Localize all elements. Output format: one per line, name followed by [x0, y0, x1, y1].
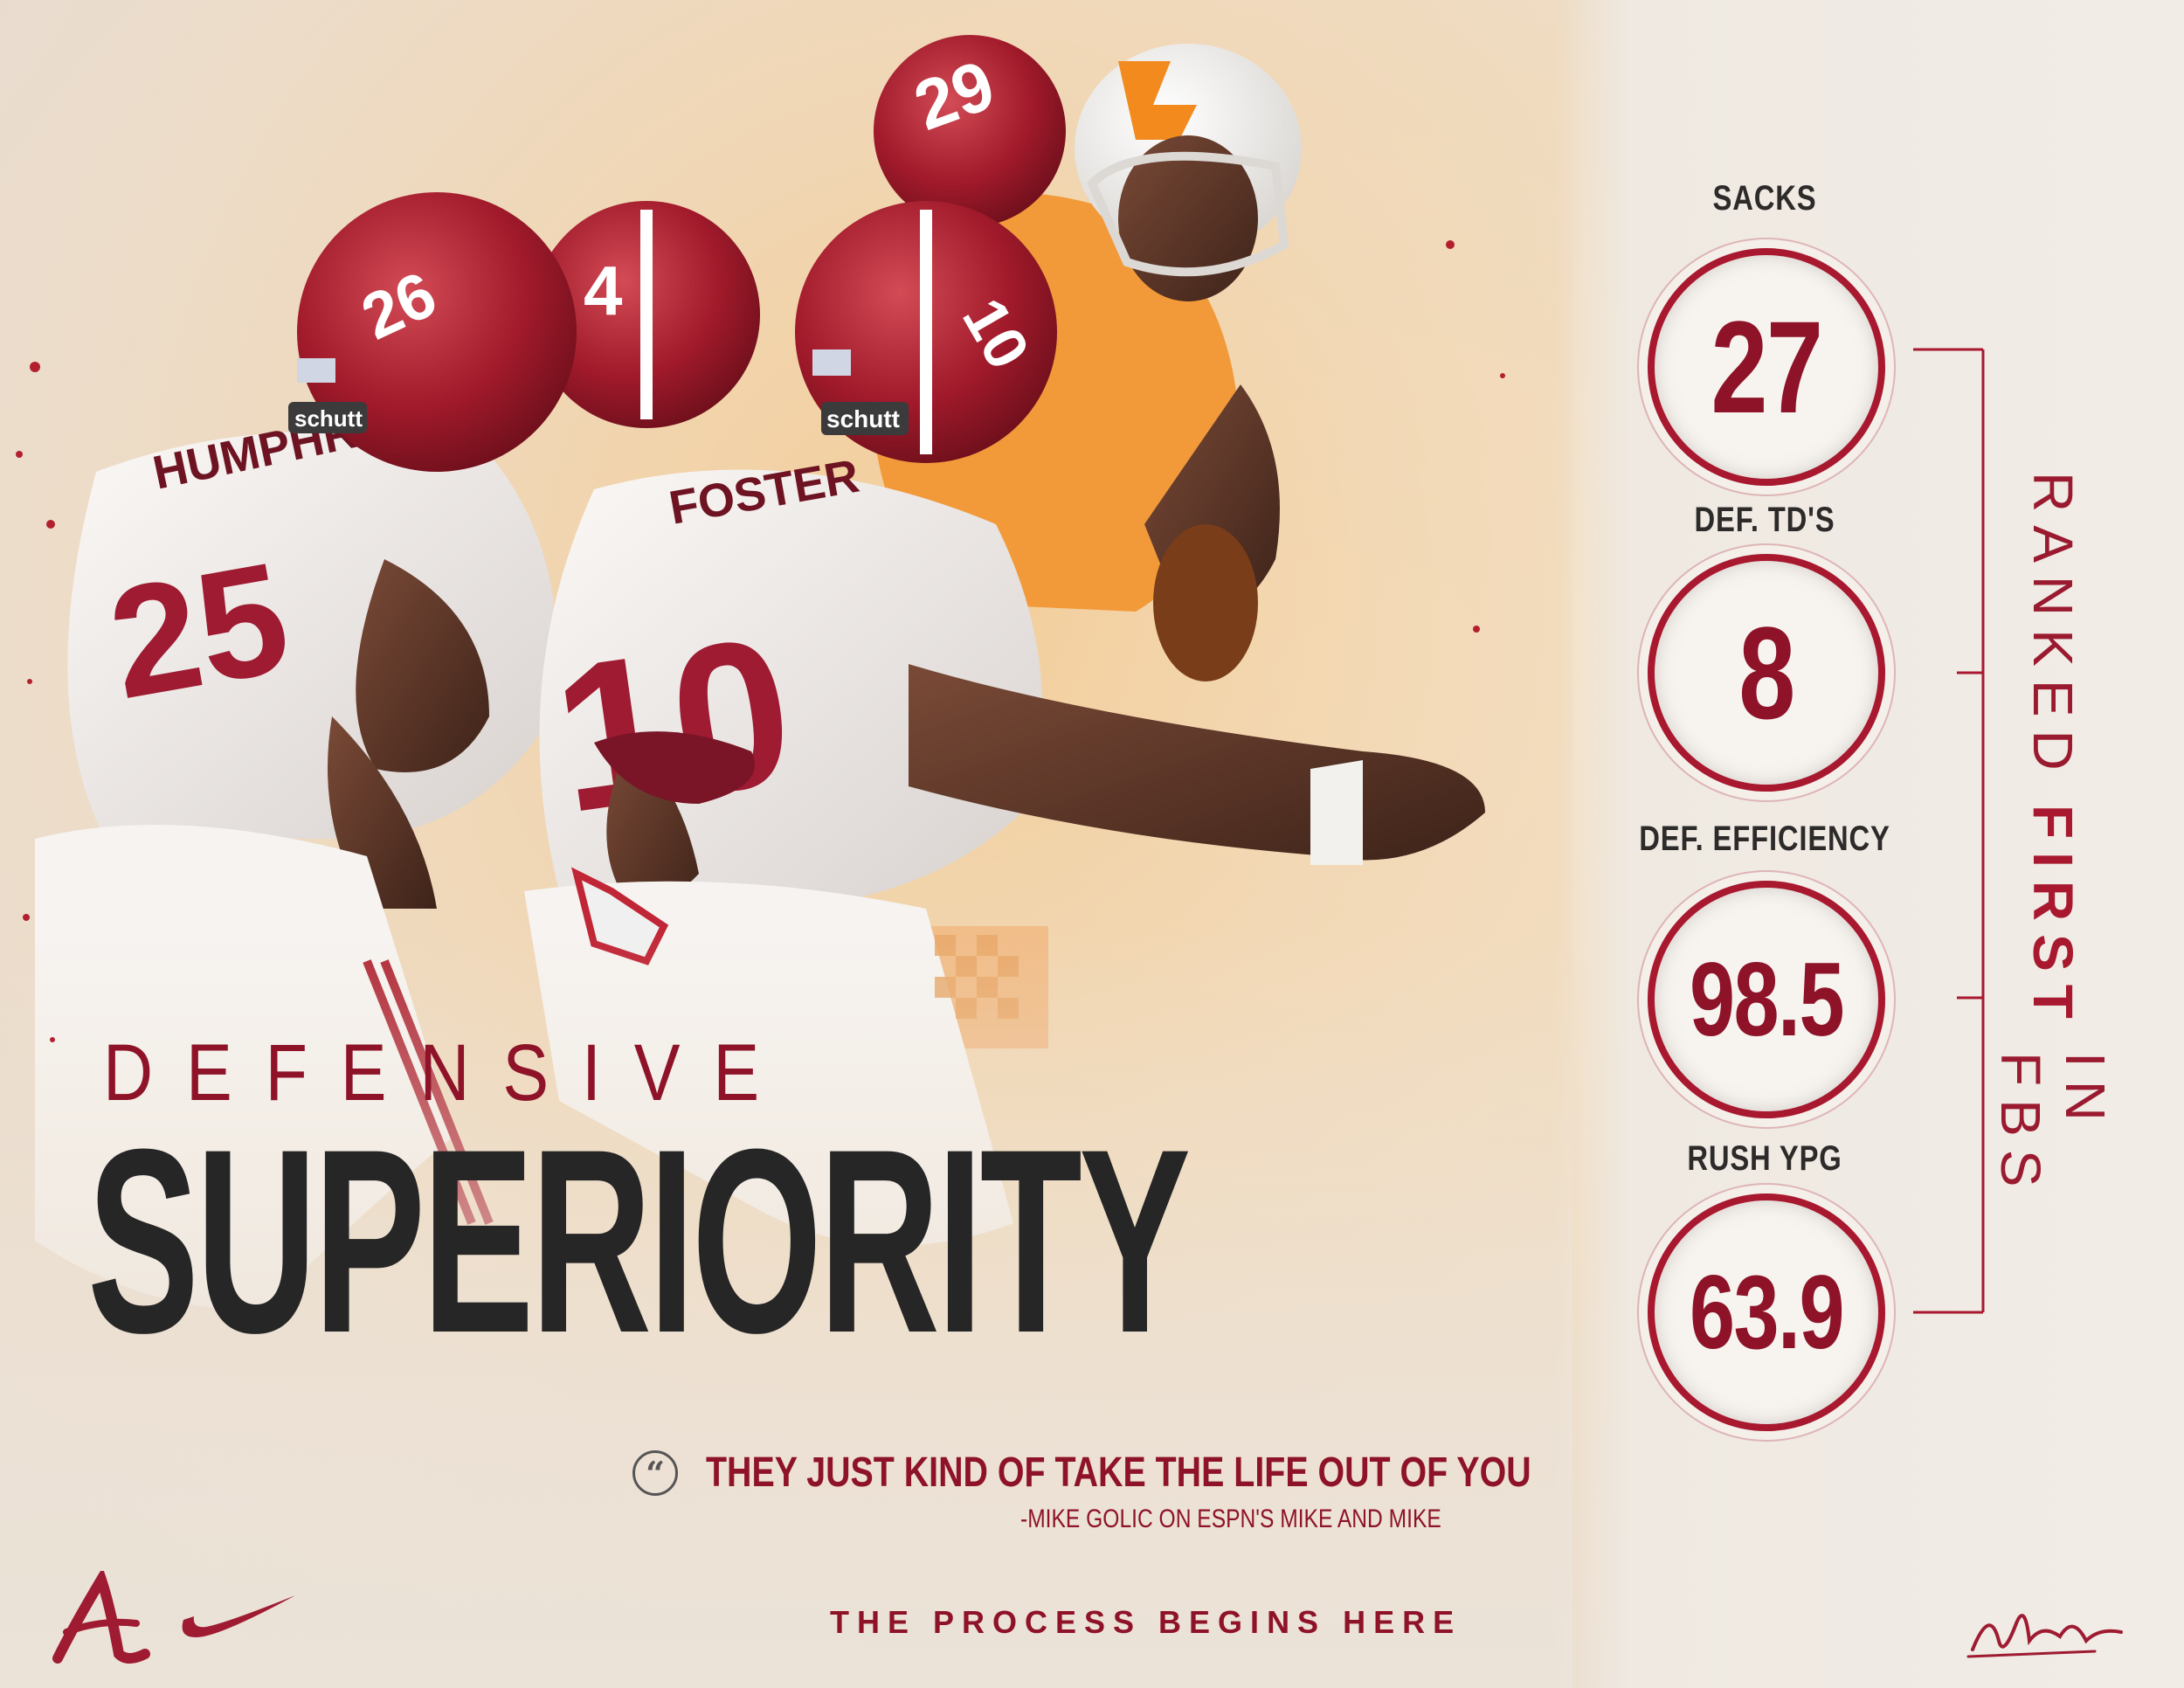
quote-text: THEY JUST KIND OF TAKE THE LIFE OUT OF Y…: [706, 1449, 1531, 1496]
quote-icon: “: [632, 1450, 678, 1496]
signature: [1966, 1614, 2123, 1658]
stat-label-rush-ypg: RUSH YPG: [1687, 1139, 1842, 1178]
ranked-prefix: RANKED: [2022, 472, 2084, 784]
alabama-a-logo: [52, 1571, 150, 1664]
stat-label-def-tds: DEF. TD'S: [1694, 501, 1835, 539]
stat-value-def-efficiency: 98.5: [1690, 941, 1844, 1058]
stat-ring-rush-ypg: 63.9: [1648, 1193, 1885, 1431]
headline-defensive: DEFENSIVE: [103, 1028, 793, 1117]
stat-value-def-tds: 8: [1738, 598, 1795, 746]
stat-label-def-efficiency: DEF. EFFICIENCY: [1639, 820, 1890, 858]
ranked-suffix: IN FBS: [1989, 1052, 2117, 1200]
stat-ring-def-tds: 8: [1648, 554, 1885, 792]
stat-ring-sacks: 27: [1648, 248, 1885, 486]
stat-label-sacks: SACKS: [1712, 179, 1817, 218]
action-photo: 29 4 25 HUMPHREY 26 schutt 10 FOS: [0, 0, 1572, 1688]
tagline: THE PROCESS BEGINS HERE: [830, 1604, 1462, 1640]
headline-superiority: SUPERIORITY: [87, 1094, 1191, 1387]
stat-ring-def-efficiency: 98.5: [1648, 881, 1885, 1118]
stats-panel: [1555, 0, 2184, 1688]
nike-swoosh-logo: [182, 1595, 295, 1637]
stat-value-sacks: 27: [1711, 293, 1823, 440]
quote-source: -MIKE GOLIC ON ESPN'S MIKE AND MIKE: [1020, 1505, 1441, 1533]
stat-value-rush-ypg: 63.9: [1690, 1254, 1844, 1371]
ranked-accent: FIRST: [2022, 804, 2084, 1032]
ranked-first-in-fbs: RANKED FIRST IN FBS: [1989, 472, 2117, 1258]
